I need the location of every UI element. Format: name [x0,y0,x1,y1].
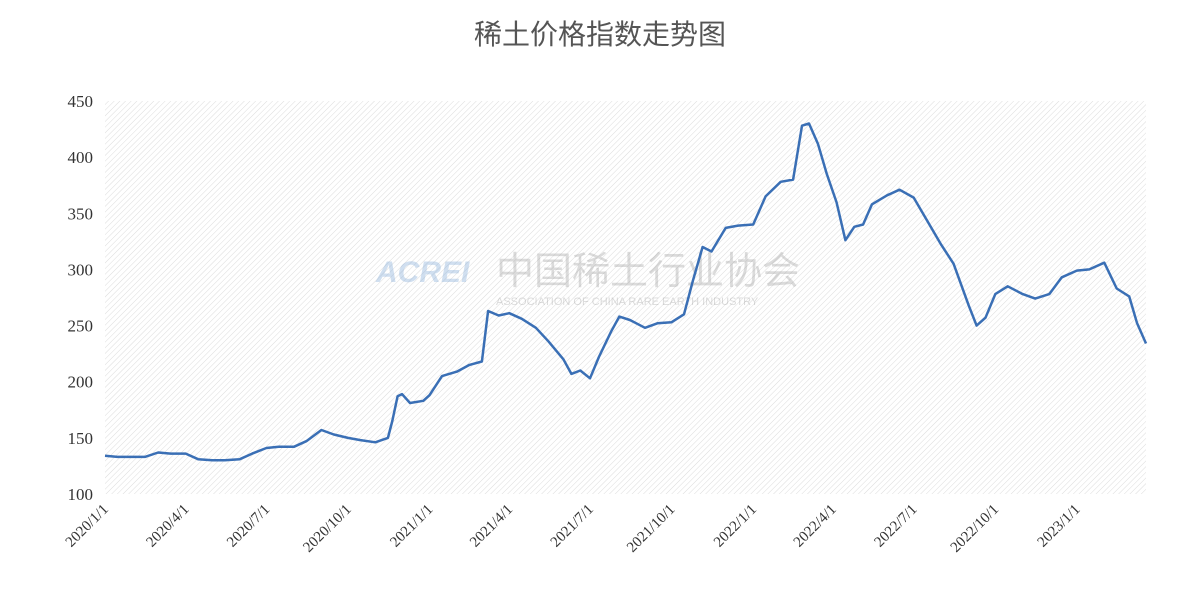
chart-title: 稀土价格指数走势图 [474,19,726,51]
x-tick-label: 2020/1/1 [63,502,112,551]
x-tick-label: 2022/1/1 [711,502,760,551]
watermark-subtitle: ASSOCIATION OF CHINA RARE EARTH INDUSTRY [496,296,759,308]
x-tick-label: 2022/4/1 [791,502,840,551]
y-tick-label: 450 [68,92,94,111]
x-tick-label: 2021/4/1 [467,502,516,551]
x-tick-label: 2022/7/1 [871,502,920,551]
x-tick-label: 2022/10/1 [948,502,1002,556]
watermark-logo: ACREI [375,256,470,289]
watermark-name: 中国稀土行业协会 [496,251,800,293]
y-tick-label: 350 [68,204,94,223]
x-tick-label: 2021/7/1 [548,502,597,551]
y-tick-label: 400 [68,148,94,167]
y-tick-label: 200 [68,373,94,392]
x-tick-label: 2020/10/1 [300,502,354,556]
plot-area [105,101,1146,494]
y-tick-label: 300 [68,260,94,279]
data-line [104,122,1148,462]
watermark: ACREI 中国稀土行业协会 ASSOCIATION OF CHINA RARE… [375,251,800,308]
y-tick-label: 150 [68,429,94,448]
y-tick-label: 250 [68,317,94,336]
y-tick-label: 100 [68,485,94,504]
x-tick-label: 2020/7/1 [224,502,273,551]
x-tick-label: 2023/1/1 [1035,502,1084,551]
x-tick-label: 2020/4/1 [143,502,192,551]
x-tick-label: 2021/1/1 [387,502,436,551]
x-tick-label: 2021/10/1 [624,502,678,556]
